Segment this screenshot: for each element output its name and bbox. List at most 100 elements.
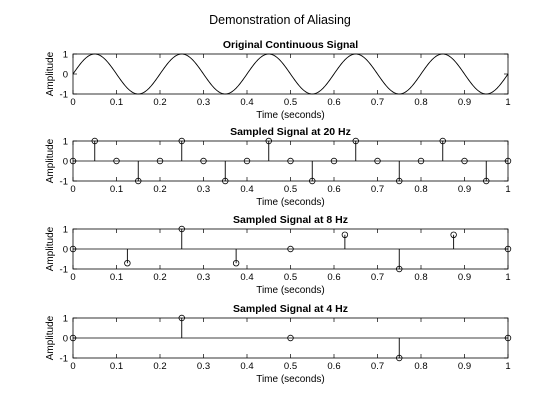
subplot-4: Sampled Signal at 4 Hz 0 0.1 0.2 0.3 0.4 0.5 0.… [45, 303, 512, 385]
sample-marker [178, 314, 185, 322]
y-axis-label: Amplitude [45, 51, 56, 96]
subplot-2: Sampled Signal at 20 Hz 0 0.1 0.2 0.3 0.4 0.5 0… [45, 126, 512, 208]
sample-marker [287, 157, 294, 165]
x-axis-label: Time (seconds) [256, 110, 325, 121]
x-tick-label: 1 [505, 272, 510, 283]
x-tick-label: 0.7 [371, 272, 384, 283]
x-tick-label: 0.2 [153, 361, 166, 372]
x-tick-label: 0 [70, 272, 75, 283]
x-tick-label: 0.9 [458, 272, 471, 283]
x-tick-label: 0.3 [197, 97, 210, 108]
y-tick-label: 0 [63, 334, 68, 345]
x-tick-label: 0.5 [284, 272, 297, 283]
x-tick-label: 0.8 [414, 272, 427, 283]
sample-marker [113, 157, 120, 165]
x-tick-label: 1 [505, 184, 510, 195]
subplot-1: Original Continuous Signal 0 0.1 0.2 0.3 0.4 0… [45, 39, 511, 121]
y-tick-label: 0 [63, 245, 68, 256]
y-axis-label: Amplitude [45, 226, 56, 271]
x-tick-label: 1 [505, 361, 510, 372]
x-tick-label: 0.2 [153, 184, 166, 195]
x-axis-label: Time (seconds) [256, 374, 325, 385]
sample-marker [178, 225, 185, 233]
x-tick-label: 0 [70, 97, 75, 108]
x-axis-label: Time (seconds) [256, 285, 325, 296]
sample-marker [135, 177, 142, 185]
y-tick-label: 0 [63, 70, 68, 81]
x-tick-label: 0.4 [240, 361, 253, 372]
sample-marker [69, 157, 77, 165]
x-tick-label: 1 [505, 97, 510, 108]
sample-marker [287, 334, 294, 342]
sample-marker [124, 260, 131, 267]
subplot-title: Original Continuous Signal [223, 39, 358, 51]
y-tick-label: -1 [60, 177, 68, 188]
y-tick-label: 0 [63, 157, 68, 168]
y-axis-label: Amplitude [45, 138, 56, 183]
sample-marker [69, 334, 77, 342]
sample-marker [222, 177, 229, 185]
x-tick-label: 0.6 [327, 97, 340, 108]
x-tick-label: 0.6 [327, 272, 340, 283]
x-tick-label: 0.2 [153, 97, 166, 108]
x-tick-label: 0.3 [197, 361, 210, 372]
x-tick-label: 0.3 [197, 272, 210, 283]
x-tick-label: 0.1 [110, 184, 123, 195]
x-tick-label: 0.2 [153, 272, 166, 283]
sample-marker [91, 137, 98, 145]
sample-marker [243, 157, 251, 165]
sample-marker [396, 354, 403, 362]
y-tick-label: 1 [63, 50, 68, 61]
x-tick-label: 0.8 [414, 97, 427, 108]
sample-marker [178, 137, 185, 145]
sample-marker [504, 334, 512, 342]
x-tick-label: 0.5 [284, 184, 297, 195]
x-tick-label: 0.7 [371, 361, 384, 372]
x-tick-label: 0.7 [371, 184, 384, 195]
sample-marker [483, 177, 490, 185]
x-tick-label: 0.7 [371, 97, 384, 108]
sample-marker [504, 245, 512, 253]
sample-marker [396, 177, 403, 185]
sample-marker [461, 157, 468, 165]
x-tick-label: 0.1 [110, 272, 123, 283]
sample-marker [450, 231, 457, 238]
sample-marker [287, 245, 294, 253]
y-tick-label: -1 [60, 90, 68, 101]
sample-marker [330, 157, 338, 165]
x-tick-label: 0 [70, 361, 75, 372]
sample-marker [341, 231, 349, 238]
sample-marker [232, 260, 240, 267]
sample-marker [156, 157, 164, 165]
x-tick-label: 0.9 [458, 361, 471, 372]
x-tick-label: 0.1 [110, 97, 123, 108]
x-tick-label: 0.9 [458, 184, 471, 195]
subplot-stack: Original Continuous Signal 0 0.1 0.2 0.3 0.4 0… [45, 39, 512, 385]
y-axis-label: Amplitude [45, 315, 56, 360]
sample-marker [200, 157, 207, 165]
sample-marker [265, 137, 272, 145]
subplot-3: Sampled Signal at 8 Hz 0 0.1 0.2 0.3 0.4 0.5 0.… [45, 214, 512, 296]
signal-curve [72, 53, 509, 95]
y-tick-label: -1 [60, 265, 68, 276]
sample-marker [396, 265, 403, 273]
x-tick-label: 0.9 [458, 97, 471, 108]
sample-marker [417, 157, 425, 165]
sample-marker [309, 177, 316, 185]
x-tick-label: 0.3 [197, 184, 210, 195]
sample-marker [69, 245, 77, 253]
sample-marker [374, 157, 381, 165]
sample-marker [352, 137, 359, 145]
x-tick-label: 0.4 [240, 272, 253, 283]
x-tick-label: 0.8 [414, 361, 427, 372]
sample-marker [439, 137, 446, 145]
subplot-title: Sampled Signal at 4 Hz [233, 303, 348, 315]
x-tick-label: 0.1 [110, 361, 123, 372]
y-tick-label: -1 [60, 354, 68, 365]
x-tick-label: 0.6 [327, 361, 340, 372]
x-axis-label: Time (seconds) [256, 197, 325, 208]
figure-suptitle: Demonstration of Aliasing [209, 13, 351, 27]
sample-marker [504, 157, 512, 165]
y-tick-label: 1 [63, 314, 68, 325]
